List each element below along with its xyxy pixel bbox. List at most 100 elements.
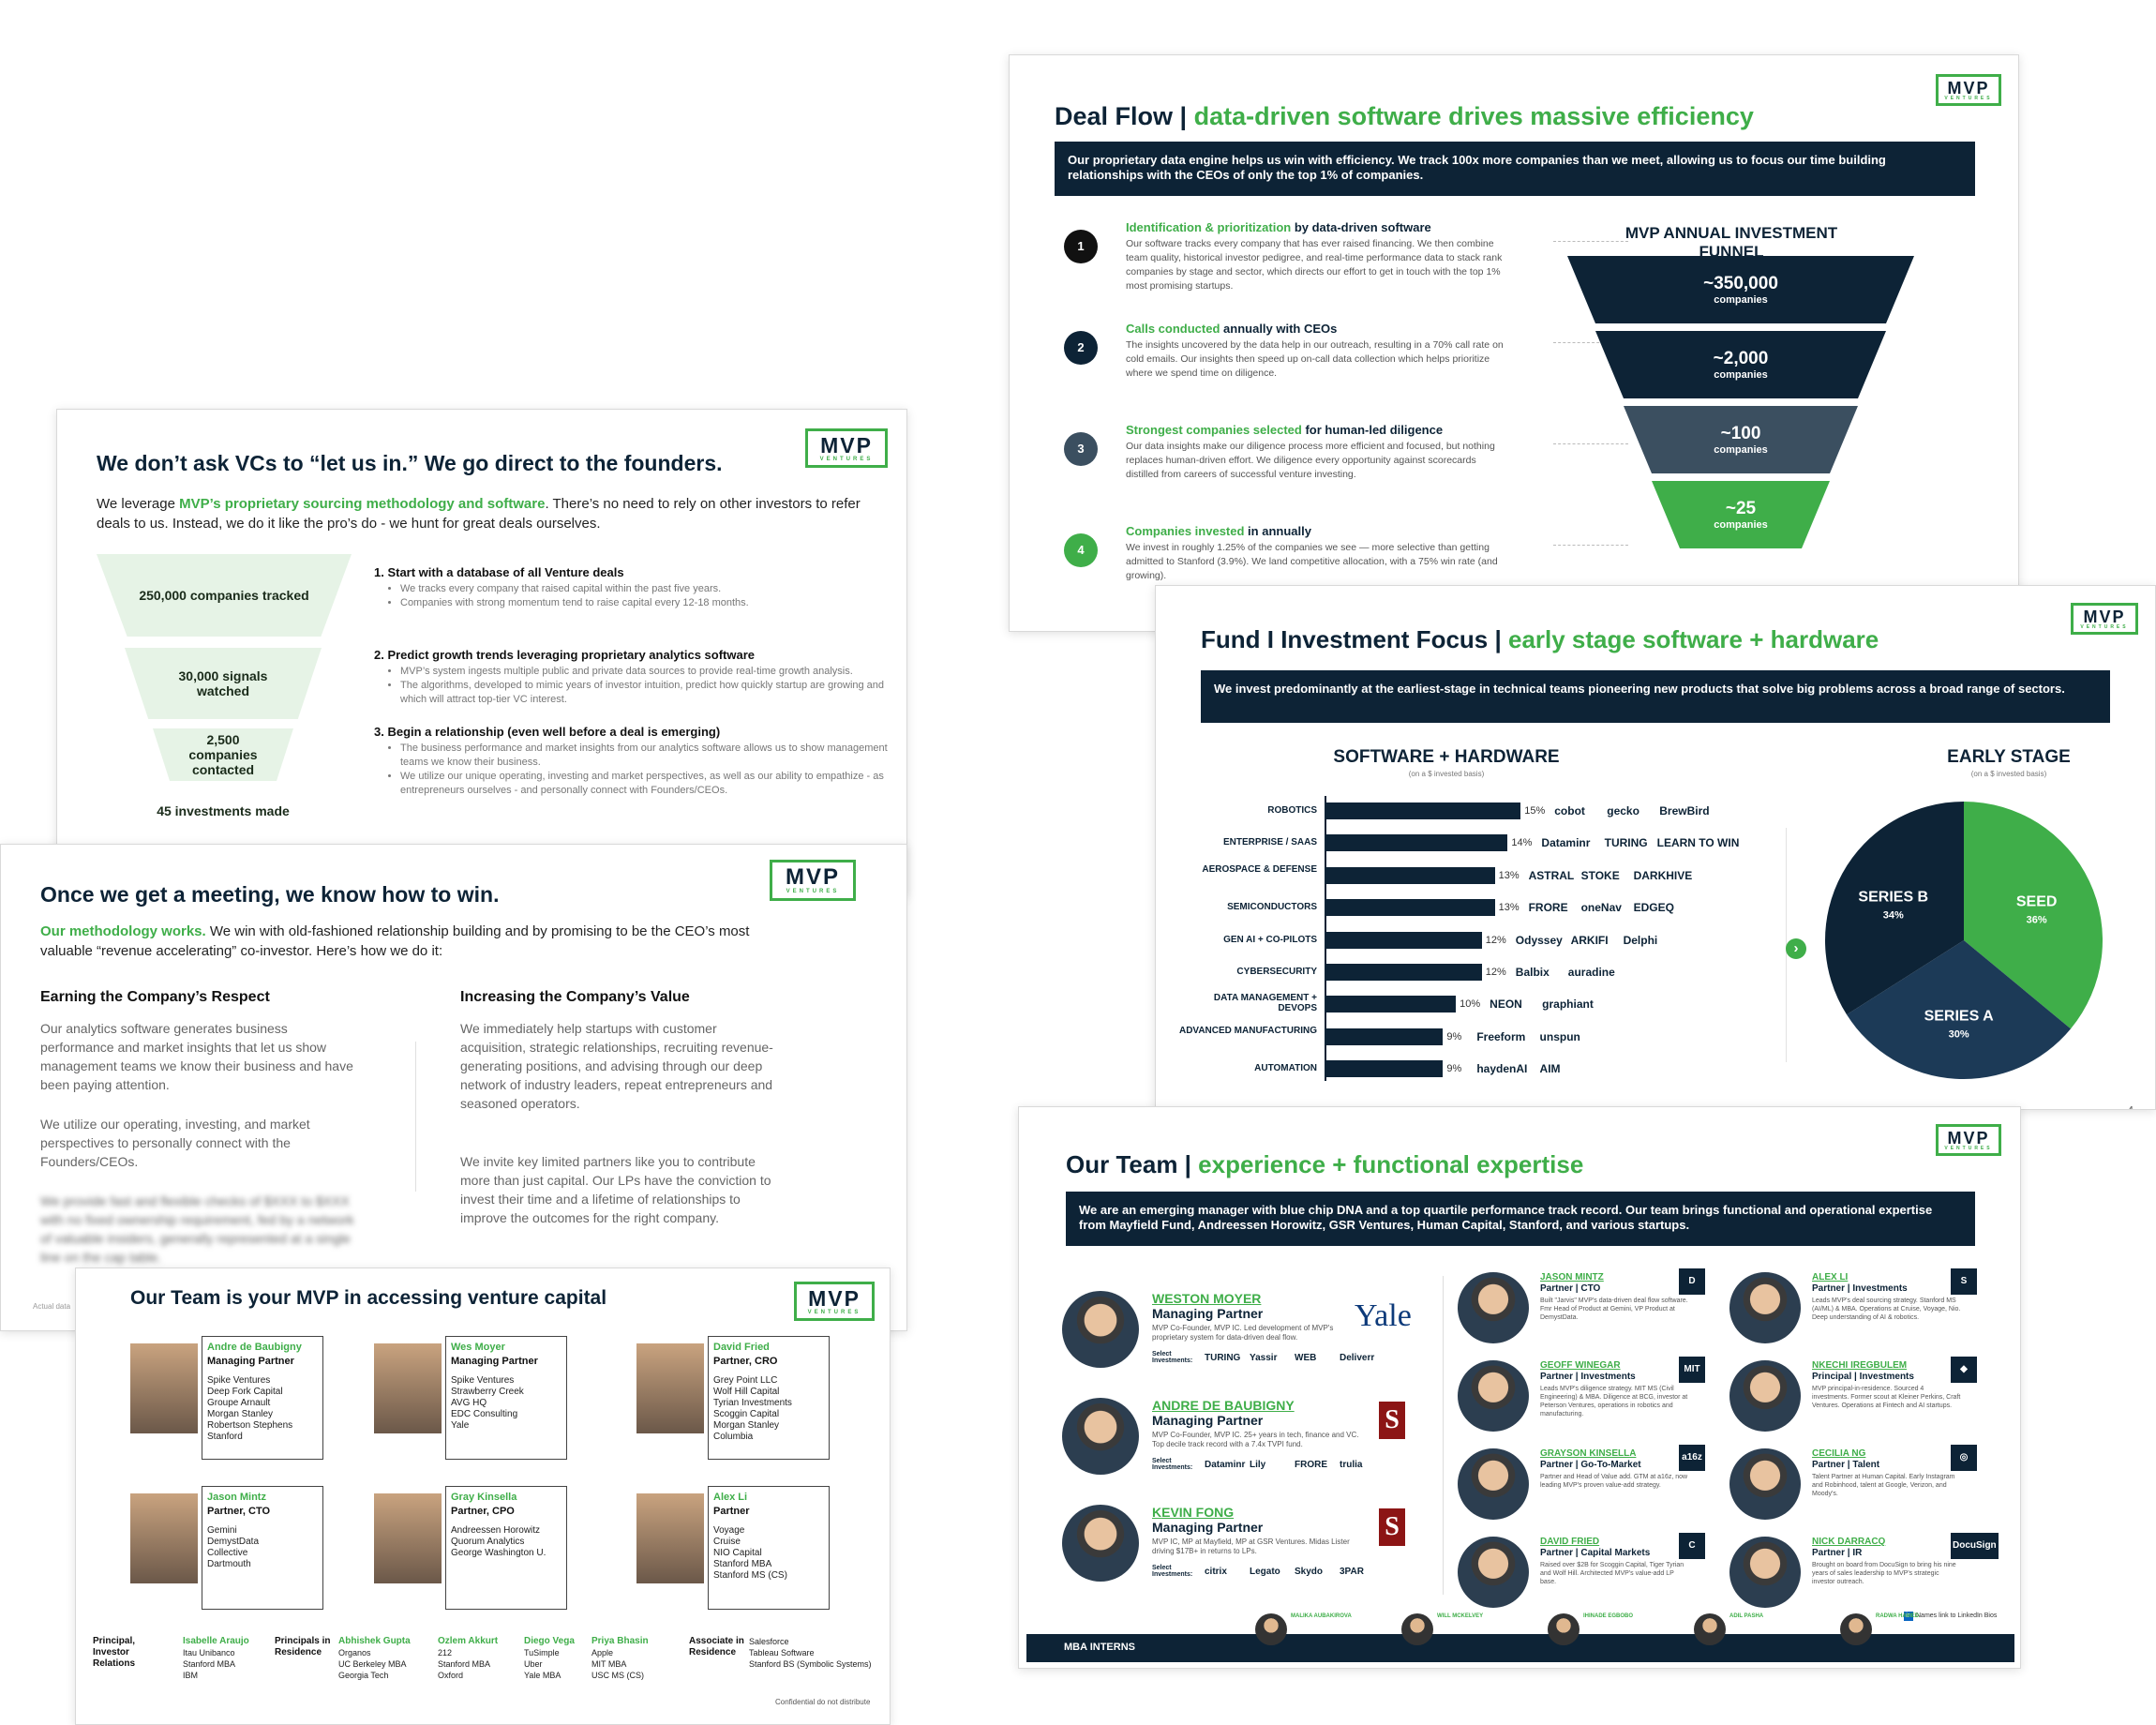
pie-percent: 34% xyxy=(1883,910,1904,922)
bar-advanced-manufacturing xyxy=(1326,1028,1444,1045)
bar-data-management-devops xyxy=(1326,996,1457,1013)
pie-slice-series-b xyxy=(1825,802,1964,1015)
intern-name[interactable]: WILL MCKELVEY xyxy=(1437,1613,1484,1619)
fund-banner: We invest predominantly at the earliest-… xyxy=(1201,670,2110,723)
mvp-logo: MVP VENTURES xyxy=(770,860,856,901)
member-name[interactable]: ALEX LI xyxy=(1812,1272,1849,1282)
member-name[interactable]: DAVID FRIED xyxy=(1540,1537,1600,1547)
resident-name: Diego Vega xyxy=(524,1636,575,1646)
meeting-intro: Our methodology works. We win with old-f… xyxy=(40,923,750,959)
company-logo: BrewBird xyxy=(1659,804,1710,818)
partner-name[interactable]: WESTON MOYER xyxy=(1152,1291,1262,1306)
profile-line: Scoggin Capital xyxy=(713,1409,780,1419)
resident-line: Stanford BS (Symbolic Systems) xyxy=(749,1659,872,1669)
funnel-unit: companies xyxy=(1714,519,1768,531)
member-name[interactable]: JASON MINTZ xyxy=(1540,1272,1604,1282)
partner-name[interactable]: KEVIN FONG xyxy=(1152,1505,1235,1520)
profile-line: Spike Ventures xyxy=(451,1375,515,1386)
early-sub: (on a $ invested basis) xyxy=(1970,770,2047,778)
software-heading: SOFTWARE + HARDWARE xyxy=(1333,747,1560,767)
profile-line: Yale xyxy=(451,1420,470,1431)
member-name[interactable]: NICK DARRACQ xyxy=(1812,1537,1886,1547)
profile-name: Alex Li xyxy=(713,1492,748,1503)
member-photo xyxy=(1729,1537,1801,1608)
member-name[interactable]: GEOFF WINEGAR xyxy=(1540,1360,1621,1371)
profile-line: Wolf Hill Capital xyxy=(713,1387,780,1397)
partner-photo xyxy=(1062,1505,1139,1582)
bar-value-label: 12% xyxy=(1485,967,1506,978)
bullet: We utilize our unique operating, investi… xyxy=(400,770,891,798)
partner-name[interactable]: ANDRE DE BAUBIGNY xyxy=(1152,1398,1295,1413)
bar-value-label: 15% xyxy=(1524,805,1546,817)
intern-photo xyxy=(1840,1613,1872,1645)
role-label: Principals in Residence xyxy=(275,1636,331,1658)
resident-line: Organos xyxy=(338,1648,371,1658)
pie-percent: 36% xyxy=(2027,914,2047,925)
investment-logo: FRORE xyxy=(1295,1460,1327,1470)
leader-line xyxy=(1553,241,1628,242)
bar-category: CYBERSECURITY xyxy=(1236,967,1317,977)
company-logo: DARKHIVE xyxy=(1633,868,1693,882)
step-number: 1 xyxy=(1064,230,1098,263)
left-text-1: Our analytics software generates busines… xyxy=(40,1021,353,1092)
bar-category: ADVANCED MANUFACTURING xyxy=(1178,1025,1317,1036)
member-affiliation-badge: DocuSign xyxy=(1951,1533,1999,1559)
member-photo xyxy=(1458,1448,1529,1520)
pie-slice-series-a xyxy=(1847,940,2072,1079)
pie-percent: 30% xyxy=(1949,1029,1969,1041)
resident-line: Apple xyxy=(591,1648,614,1658)
profile-line: Quorum Analytics xyxy=(451,1537,525,1547)
intern-photo xyxy=(1694,1613,1726,1645)
bar-value-label: 13% xyxy=(1498,902,1520,914)
profile-role: Partner xyxy=(713,1506,750,1517)
bar-category: SEMICONDUCTORS xyxy=(1227,902,1317,913)
company-logo: TURING xyxy=(1604,836,1648,850)
intern-name[interactable]: MALIKA AUBAKIROVA xyxy=(1291,1613,1352,1619)
profile-line: Voyage xyxy=(713,1525,745,1536)
profile-line: Collective xyxy=(207,1548,248,1558)
company-logo: Odyssey xyxy=(1515,933,1563,947)
sourcing-funnel-level: 30,000 signals watched xyxy=(125,648,322,719)
profile-line: Robertson Stephens xyxy=(207,1420,293,1431)
member-photo xyxy=(1458,1360,1529,1432)
bar-value-label: 9% xyxy=(1446,1030,1462,1042)
right-heading: Increasing the Company’s Value xyxy=(460,989,690,1005)
member-affiliation-badge: MIT xyxy=(1679,1357,1705,1383)
sourcing-funnel-level: 250,000 companies tracked xyxy=(97,554,352,637)
funnel-unit: companies xyxy=(1714,369,1768,381)
profile-name: Jason Mintz xyxy=(207,1492,266,1503)
linkedin-icon: in xyxy=(1904,1612,1913,1621)
member-role: Partner | Talent xyxy=(1812,1460,1880,1470)
arrow-icon: › xyxy=(1786,938,1806,959)
member-affiliation-badge: D xyxy=(1679,1268,1705,1295)
step-heading-green: Companies invested xyxy=(1126,524,1245,538)
resident-line: MIT MBA xyxy=(591,1659,627,1669)
resident-line: 212 xyxy=(438,1648,453,1658)
intern-name[interactable]: IHINADE EGBOBO xyxy=(1583,1613,1634,1619)
profile-line: Deep Fork Capital xyxy=(207,1387,283,1397)
pie-label: SERIES B xyxy=(1858,890,1928,906)
member-name[interactable]: NKECHI IREGBULEM xyxy=(1812,1360,1908,1371)
member-bio: Partner and Head of Value add. GTM at a1… xyxy=(1540,1474,1688,1489)
company-logo: LEARN TO WIN xyxy=(1656,836,1740,850)
left-text-3: We provide fast and flexible checks of $… xyxy=(40,1193,354,1265)
intern-name[interactable]: RADWA HAMED xyxy=(1876,1613,1920,1619)
member-bio: Brought on board from DocuSign to bring … xyxy=(1812,1562,1956,1585)
bar-enterprise-saas xyxy=(1326,834,1508,852)
member-role: Partner | IR xyxy=(1812,1548,1863,1558)
mvp-logo: MVP VENTURES xyxy=(794,1282,875,1321)
team-photo xyxy=(130,1343,198,1433)
resident-line: Uber xyxy=(524,1659,543,1669)
member-name[interactable]: CECILIA NG xyxy=(1812,1448,1866,1459)
intern-name[interactable]: ADIL PASHA xyxy=(1729,1613,1764,1619)
step-number: 3 xyxy=(1064,432,1098,466)
profile-line: DemystData xyxy=(207,1537,260,1547)
direct-founders-slide: We don’t ask VCs to “let us in.” We go d… xyxy=(56,409,907,896)
bar-gen-ai-co-pilots xyxy=(1326,931,1482,949)
point-heading: 1. Start with a database of all Venture … xyxy=(374,565,624,579)
profile-name: Gray Kinsella xyxy=(451,1492,517,1503)
leader-line xyxy=(1553,342,1628,343)
member-bio: Raised over $2B for Scoggin Capital, Tig… xyxy=(1540,1562,1684,1585)
resident-line: Stanford MBA xyxy=(438,1659,491,1669)
member-name[interactable]: GRAYSON KINSELLA xyxy=(1540,1448,1637,1459)
